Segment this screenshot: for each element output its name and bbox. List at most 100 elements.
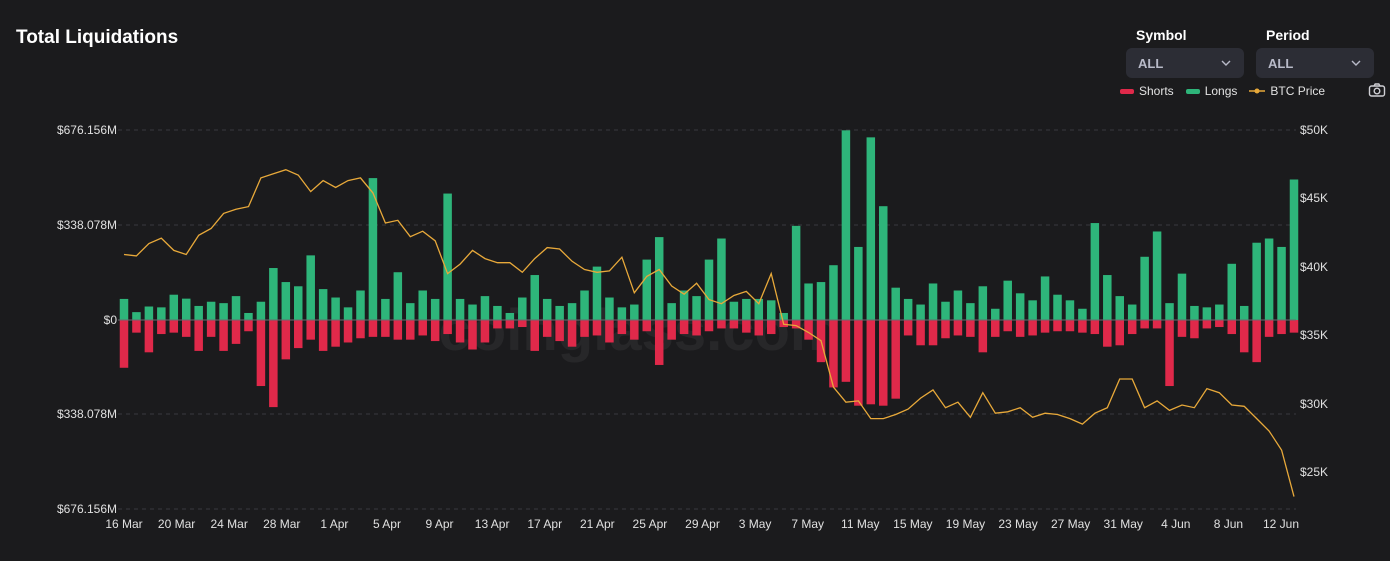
longs-bar[interactable] — [567, 303, 577, 320]
shorts-bar[interactable] — [281, 320, 291, 360]
longs-bar[interactable] — [1028, 300, 1037, 320]
shorts-bar[interactable] — [866, 320, 876, 405]
shorts-bar[interactable] — [841, 320, 851, 382]
longs-bar[interactable] — [356, 290, 365, 320]
longs-bar[interactable] — [256, 301, 266, 320]
longs-bar[interactable] — [231, 296, 241, 320]
shorts-bar[interactable] — [1177, 320, 1187, 337]
shorts-bar[interactable] — [1078, 320, 1087, 333]
longs-bar[interactable] — [941, 301, 950, 320]
shorts-bar[interactable] — [754, 320, 764, 336]
shorts-bar[interactable] — [381, 320, 390, 337]
shorts-bar[interactable] — [244, 320, 253, 332]
longs-bar[interactable] — [144, 306, 154, 320]
longs-bar[interactable] — [505, 312, 515, 320]
longs-bar[interactable] — [667, 303, 676, 320]
longs-bar[interactable] — [318, 289, 328, 320]
shorts-bar[interactable] — [555, 320, 564, 342]
shorts-bar[interactable] — [1090, 320, 1100, 335]
shorts-bar[interactable] — [119, 320, 129, 368]
longs-bar[interactable] — [642, 259, 652, 320]
shorts-bar[interactable] — [1215, 320, 1224, 328]
longs-bar[interactable] — [791, 225, 801, 320]
shorts-bar[interactable] — [294, 320, 303, 349]
longs-bar[interactable] — [704, 259, 714, 320]
longs-bar[interactable] — [393, 272, 403, 320]
shorts-bar[interactable] — [1053, 320, 1062, 332]
longs-bar[interactable] — [1003, 280, 1012, 320]
longs-bar[interactable] — [879, 206, 888, 320]
longs-bar[interactable] — [455, 298, 465, 320]
longs-bar[interactable] — [928, 283, 938, 320]
longs-bar[interactable] — [903, 298, 913, 320]
longs-bar[interactable] — [331, 297, 340, 320]
longs-bar[interactable] — [381, 298, 390, 320]
shorts-bar[interactable] — [742, 320, 751, 333]
longs-bar[interactable] — [841, 130, 851, 320]
shorts-bar[interactable] — [430, 320, 440, 342]
shorts-bar[interactable] — [418, 320, 427, 336]
shorts-bar[interactable] — [406, 320, 415, 340]
longs-bar[interactable] — [443, 193, 452, 320]
shorts-bar[interactable] — [468, 320, 477, 350]
shorts-bar[interactable] — [804, 320, 813, 340]
btc-price-line[interactable] — [123, 169, 1295, 497]
longs-bar[interactable] — [804, 283, 813, 320]
longs-bar[interactable] — [779, 312, 788, 320]
shorts-bar[interactable] — [729, 320, 739, 329]
longs-bar[interactable] — [555, 305, 564, 320]
shorts-bar[interactable] — [891, 320, 900, 399]
longs-bar[interactable] — [244, 312, 253, 320]
longs-bar[interactable] — [1277, 246, 1286, 320]
longs-bar[interactable] — [1078, 308, 1087, 320]
longs-bar[interactable] — [132, 312, 141, 320]
longs-bar[interactable] — [542, 298, 552, 320]
shorts-bar[interactable] — [903, 320, 913, 336]
longs-bar[interactable] — [592, 266, 602, 320]
shorts-bar[interactable] — [928, 320, 938, 346]
longs-bar[interactable] — [953, 290, 963, 320]
shorts-bar[interactable] — [1264, 320, 1274, 337]
longs-bar[interactable] — [281, 282, 291, 320]
shorts-bar[interactable] — [181, 320, 191, 337]
shorts-bar[interactable] — [1289, 320, 1299, 333]
shorts-bar[interactable] — [679, 320, 689, 335]
shorts-bar[interactable] — [829, 320, 838, 388]
longs-bar[interactable] — [1015, 293, 1025, 320]
shorts-bar[interactable] — [306, 320, 315, 340]
shorts-bar[interactable] — [978, 320, 988, 353]
shorts-bar[interactable] — [1003, 320, 1012, 332]
longs-bar[interactable] — [480, 296, 490, 320]
longs-bar[interactable] — [1264, 238, 1274, 320]
longs-bar[interactable] — [829, 265, 838, 320]
shorts-bar[interactable] — [530, 320, 539, 351]
shorts-bar[interactable] — [1152, 320, 1162, 329]
shorts-bar[interactable] — [480, 320, 490, 343]
shorts-bar[interactable] — [953, 320, 963, 336]
longs-bar[interactable] — [1040, 276, 1050, 320]
shorts-bar[interactable] — [1015, 320, 1025, 337]
shorts-bar[interactable] — [879, 320, 888, 406]
shorts-bar[interactable] — [605, 320, 614, 343]
shorts-bar[interactable] — [1190, 320, 1199, 339]
longs-bar[interactable] — [418, 290, 427, 320]
shorts-bar[interactable] — [169, 320, 179, 333]
longs-bar[interactable] — [866, 137, 876, 320]
longs-bar[interactable] — [1103, 275, 1112, 320]
longs-bar[interactable] — [1239, 305, 1249, 320]
longs-bar[interactable] — [766, 300, 776, 320]
longs-bar[interactable] — [1140, 256, 1149, 320]
shorts-bar[interactable] — [343, 320, 353, 343]
longs-bar[interactable] — [518, 297, 527, 320]
shorts-bar[interactable] — [966, 320, 975, 337]
longs-bar[interactable] — [630, 304, 639, 320]
shorts-bar[interactable] — [206, 320, 216, 337]
longs-bar[interactable] — [368, 178, 378, 320]
longs-bar[interactable] — [978, 286, 988, 320]
camera-icon[interactable] — [1368, 82, 1386, 98]
shorts-bar[interactable] — [991, 320, 1000, 337]
shorts-bar[interactable] — [642, 320, 652, 332]
shorts-bar[interactable] — [505, 320, 515, 329]
period-select[interactable]: ALL — [1256, 48, 1374, 78]
shorts-bar[interactable] — [941, 320, 950, 339]
